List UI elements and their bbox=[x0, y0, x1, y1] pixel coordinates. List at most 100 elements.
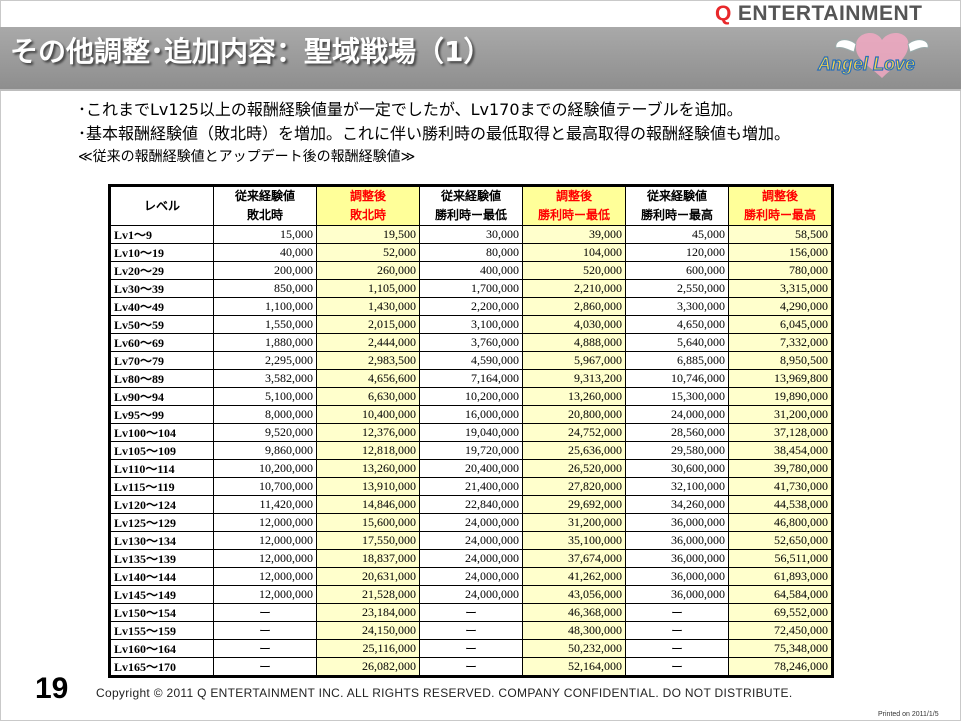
value-cell: 14,846,000 bbox=[316, 495, 420, 514]
table-row: Lv60〜69 1,880,000 2,444,000 3,760,000 4,888,… bbox=[109, 333, 833, 352]
value-cell: 17,550,000 bbox=[316, 531, 420, 550]
column-header-line1: 従来経験値 bbox=[440, 189, 501, 203]
copyright-notice: Copyright © 2011 Q ENTERTAINMENT INC. AL… bbox=[96, 686, 793, 700]
value-cell: ー bbox=[419, 657, 523, 677]
value-cell: 36,000,000 bbox=[625, 549, 729, 568]
logo-text: Angel Love bbox=[817, 54, 915, 74]
value-cell: 13,260,000 bbox=[316, 459, 420, 478]
value-cell: 31,200,000 bbox=[728, 405, 833, 424]
value-cell: 58,500 bbox=[728, 225, 833, 244]
column-header: 従来経験値 敗北時 bbox=[213, 185, 317, 226]
value-cell: 600,000 bbox=[625, 261, 729, 280]
value-cell: ー bbox=[213, 639, 317, 658]
value-cell: 50,232,000 bbox=[522, 639, 626, 658]
value-cell: 2,210,000 bbox=[522, 279, 626, 298]
column-header-line1: 従来経験値 bbox=[646, 189, 707, 203]
value-cell: 19,040,000 bbox=[419, 423, 523, 442]
value-cell: 10,400,000 bbox=[316, 405, 420, 424]
value-cell: ー bbox=[419, 603, 523, 622]
value-cell: 48,300,000 bbox=[522, 621, 626, 640]
column-header: 従来経験値勝利時ー最低 bbox=[419, 185, 523, 226]
value-cell: 15,600,000 bbox=[316, 513, 420, 532]
table-row: Lv10〜19 40,000 52,000 80,000 104,000 120,000 1… bbox=[109, 243, 833, 262]
value-cell: 12,000,000 bbox=[213, 549, 317, 568]
table-row: Lv125〜129 12,000,000 15,600,000 24,000,000 3… bbox=[109, 513, 833, 532]
value-cell: 25,636,000 bbox=[522, 441, 626, 460]
value-cell: 13,260,000 bbox=[522, 387, 626, 406]
value-cell: 24,000,000 bbox=[419, 585, 523, 604]
value-cell: 24,000,000 bbox=[419, 513, 523, 532]
level-cell: Lv160〜164 bbox=[109, 639, 214, 658]
table-row: Lv140〜144 12,000,000 20,631,000 24,000,000 4… bbox=[109, 567, 833, 586]
value-cell: 37,674,000 bbox=[522, 549, 626, 568]
value-cell: 28,560,000 bbox=[625, 423, 729, 442]
value-cell: 56,511,000 bbox=[728, 549, 833, 568]
table-body: Lv1〜9 15,000 19,500 30,000 39,000 45,000 58,50… bbox=[109, 225, 833, 677]
value-cell: 12,000,000 bbox=[213, 513, 317, 532]
value-cell: 5,967,000 bbox=[522, 351, 626, 370]
value-cell: 46,368,000 bbox=[522, 603, 626, 622]
value-cell: 39,000 bbox=[522, 225, 626, 244]
value-cell: 13,910,000 bbox=[316, 477, 420, 496]
table-row: Lv160〜164 ー 25,116,000 ー 50,232,000 ー 75,348,0… bbox=[109, 639, 833, 658]
table-row: Lv80〜89 3,582,000 4,656,600 7,164,000 9,313,… bbox=[109, 369, 833, 388]
level-cell: Lv40〜49 bbox=[109, 297, 214, 316]
value-cell: 29,692,000 bbox=[522, 495, 626, 514]
value-cell: 8,000,000 bbox=[213, 405, 317, 424]
value-cell: 64,584,000 bbox=[728, 585, 833, 604]
value-cell: 20,400,000 bbox=[419, 459, 523, 478]
value-cell: 6,885,000 bbox=[625, 351, 729, 370]
value-cell: 4,650,000 bbox=[625, 315, 729, 334]
value-cell: 9,860,000 bbox=[213, 441, 317, 460]
value-cell: 46,800,000 bbox=[728, 513, 833, 532]
value-cell: 41,262,000 bbox=[522, 567, 626, 586]
value-cell: 24,000,000 bbox=[419, 549, 523, 568]
value-cell: 29,580,000 bbox=[625, 441, 729, 460]
column-header-line2: 敗北時 bbox=[349, 208, 386, 222]
value-cell: 3,100,000 bbox=[419, 315, 523, 334]
table-row: Lv150〜154 ー 23,184,000 ー 46,368,000 ー 69,552,0… bbox=[109, 603, 833, 622]
level-cell: Lv90〜94 bbox=[109, 387, 214, 406]
value-cell: 520,000 bbox=[522, 261, 626, 280]
value-cell: 78,246,000 bbox=[728, 657, 833, 677]
value-cell: 30,000 bbox=[419, 225, 523, 244]
value-cell: 4,030,000 bbox=[522, 315, 626, 334]
value-cell: 780,000 bbox=[728, 261, 833, 280]
table-header: レベル 従来経験値 敗北時 調整後 敗北時 従来経験値 勝利時ー最低 調整後 勝利時ー最低 従来経… bbox=[109, 185, 833, 226]
value-cell: ー bbox=[213, 603, 317, 622]
value-cell: 36,000,000 bbox=[625, 513, 729, 532]
level-cell: Lv20〜29 bbox=[109, 261, 214, 280]
value-cell: 43,056,000 bbox=[522, 585, 626, 604]
column-header-line2: 勝利時ー最低 bbox=[537, 208, 610, 222]
value-cell: 32,100,000 bbox=[625, 477, 729, 496]
table-row: Lv20〜29 200,000 260,000 400,000 520,000 600,0… bbox=[109, 261, 833, 280]
value-cell: 20,800,000 bbox=[522, 405, 626, 424]
value-cell: 19,890,000 bbox=[728, 387, 833, 406]
value-cell: 6,630,000 bbox=[316, 387, 420, 406]
value-cell: 156,000 bbox=[728, 243, 833, 262]
slide-title: その他調整･追加内容：聖域戦場（1） bbox=[10, 35, 492, 68]
value-cell: 23,184,000 bbox=[316, 603, 420, 622]
column-header-line1: 調整後 bbox=[349, 189, 386, 203]
column-header-line2: 勝利時ー最低 bbox=[434, 208, 507, 222]
value-cell: 16,000,000 bbox=[419, 405, 523, 424]
value-cell: 3,315,000 bbox=[728, 279, 833, 298]
title-divider bbox=[0, 89, 961, 91]
value-cell: 2,983,500 bbox=[316, 351, 420, 370]
value-cell: 45,000 bbox=[625, 225, 729, 244]
value-cell: 30,600,000 bbox=[625, 459, 729, 478]
value-cell: 21,528,000 bbox=[316, 585, 420, 604]
brand-name: ENTERTAINMENT bbox=[737, 2, 923, 25]
company-brand: Q ENTERTAINMENT bbox=[715, 2, 922, 26]
value-cell: 37,128,000 bbox=[728, 423, 833, 442]
title-bar bbox=[0, 27, 961, 89]
level-cell: Lv95〜99 bbox=[109, 405, 214, 424]
value-cell: 10,746,000 bbox=[625, 369, 729, 388]
value-cell: 1,880,000 bbox=[213, 333, 317, 352]
value-cell: 44,538,000 bbox=[728, 495, 833, 514]
value-cell: 3,760,000 bbox=[419, 333, 523, 352]
value-cell: 24,000,000 bbox=[625, 405, 729, 424]
value-cell: 10,200,000 bbox=[213, 459, 317, 478]
column-header-line1: 調整後 bbox=[761, 189, 798, 203]
level-cell: Lv135〜139 bbox=[109, 549, 214, 568]
